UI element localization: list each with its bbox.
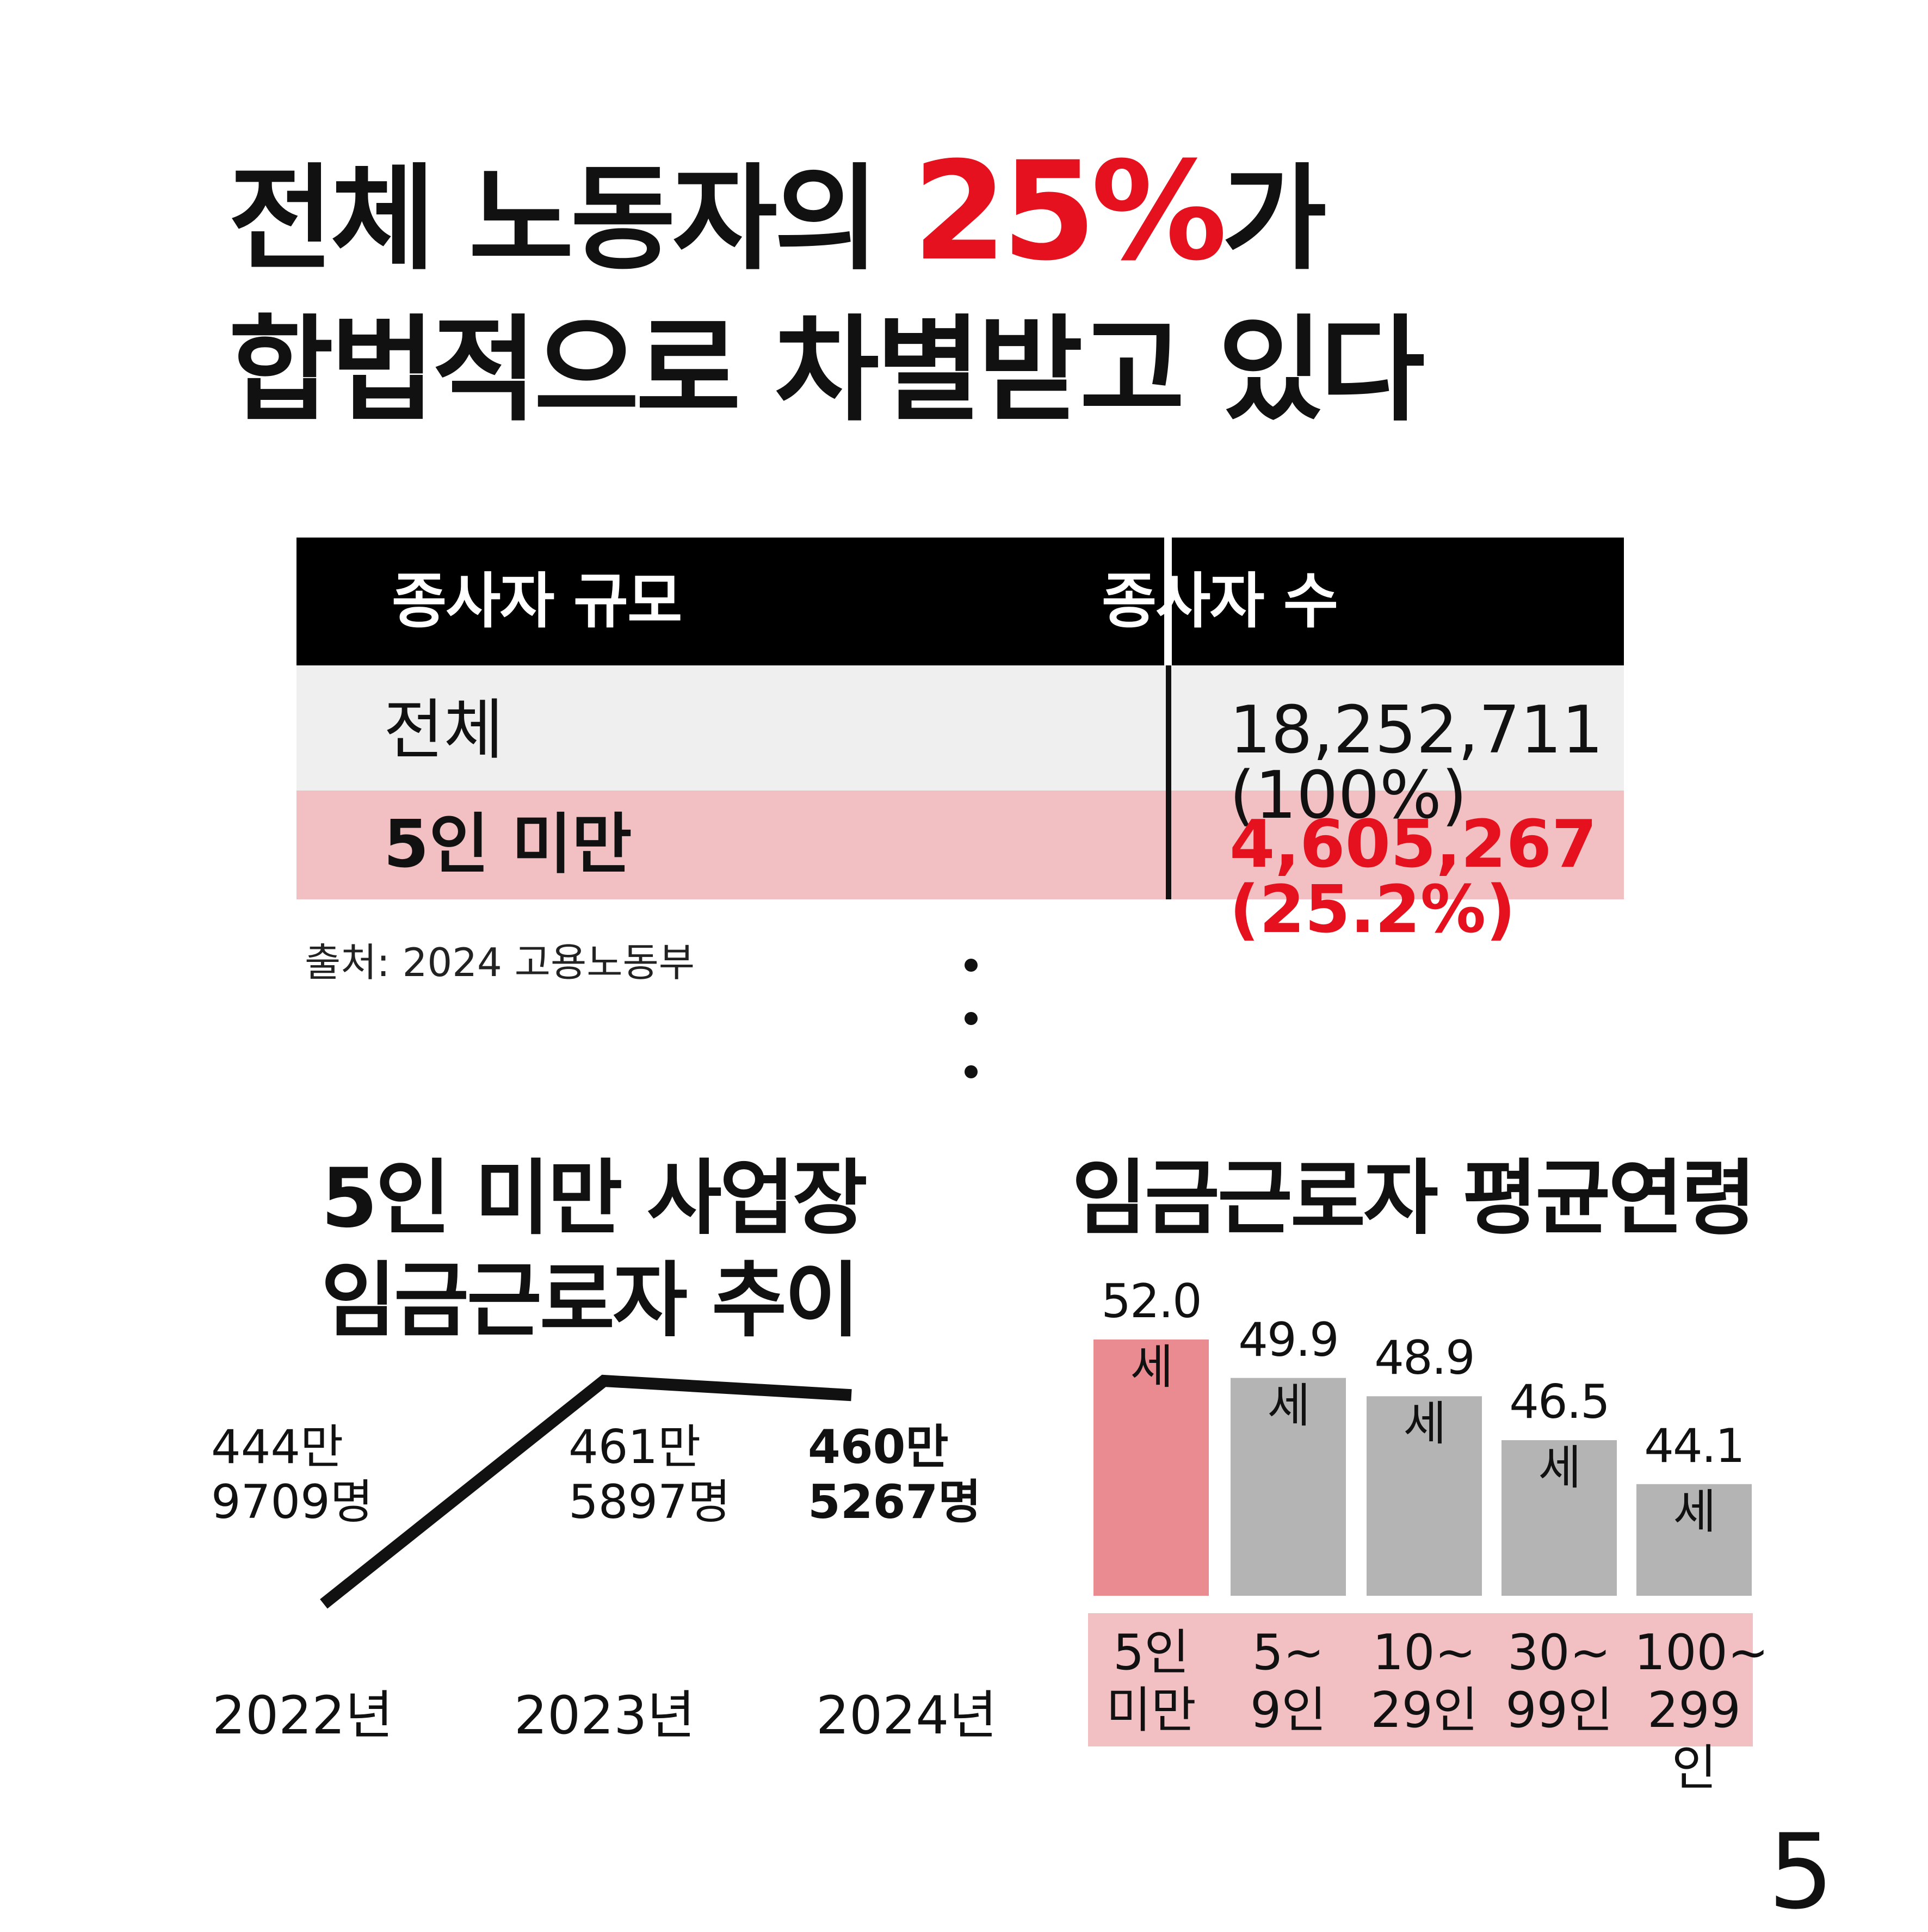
bar-chart-category-label: 10~ 29인 bbox=[1364, 1624, 1484, 1739]
table-header-count: 종사자 수 bbox=[1102, 566, 1338, 636]
table-body-divider bbox=[1166, 665, 1171, 899]
table-cell-count: 18,252,711 (100%) bbox=[1229, 693, 1604, 834]
line-chart-series bbox=[320, 1374, 852, 1609]
bar-chart-category-band bbox=[1088, 1613, 1753, 1746]
value-label-line1: 460만 bbox=[808, 1420, 949, 1474]
category-label-line2: 미만 bbox=[1106, 1682, 1196, 1739]
bar-chart-title: 임금근로자 평균연령 bbox=[1072, 1151, 1756, 1246]
bar-chart-value-label: 52.0세 bbox=[1101, 1274, 1202, 1394]
category-label-line2: 99인 bbox=[1505, 1682, 1613, 1739]
separator-dot bbox=[965, 959, 978, 972]
line-chart-x-tick: 2024년 bbox=[816, 1685, 997, 1746]
line-chart-title-line2: 임금근로자 추이 bbox=[321, 1253, 860, 1348]
headline-line2: 합법적으로 차별받고 있다 bbox=[228, 303, 1425, 437]
separator-dot bbox=[965, 1065, 978, 1078]
value-label-line1: 444만 bbox=[211, 1420, 344, 1474]
line-chart-title-line1: 5인 미만 사업장 bbox=[321, 1151, 868, 1246]
value-label-line2: 5267명 bbox=[808, 1475, 981, 1530]
bar-chart-value-label: 44.1세 bbox=[1644, 1418, 1745, 1539]
separator-dot bbox=[965, 1012, 978, 1025]
headline-highlight: 25% bbox=[912, 132, 1227, 291]
value-label-line2: 5897명 bbox=[568, 1475, 731, 1530]
employment-table: 종사자 규모 종사자 수 전체 18,252,711 (100%) 5인 미만 … bbox=[296, 538, 1624, 943]
table-row-highlight bbox=[296, 791, 1624, 899]
bar-chart-bar bbox=[1501, 1440, 1617, 1596]
table-header bbox=[296, 538, 1624, 665]
category-label-line1: 30~ bbox=[1507, 1624, 1611, 1681]
headline-line1: 전체 노동자의 25%가 bbox=[228, 125, 1861, 298]
bar-chart-value-label: 49.9세 bbox=[1238, 1312, 1339, 1433]
table-cell-count: 4,605,267 (25.2%) bbox=[1229, 807, 1597, 948]
bar-chart-bar bbox=[1093, 1340, 1209, 1596]
headline: 전체 노동자의 25%가 합법적으로 차별받고 있다 bbox=[228, 125, 1861, 443]
bar-chart-bar bbox=[1636, 1484, 1752, 1596]
table-header-size: 종사자 규모 bbox=[392, 566, 682, 636]
bar-chart-category-label: 30~ 99인 bbox=[1499, 1624, 1619, 1739]
bar-chart-value-label: 48.9세 bbox=[1374, 1331, 1475, 1452]
category-label-line1: 5인 bbox=[1113, 1624, 1190, 1681]
line-chart-value-label: 461만 5897명 bbox=[568, 1420, 731, 1530]
table-header-divider bbox=[1164, 538, 1172, 665]
bar-chart-category-label: 5~ 9인 bbox=[1228, 1624, 1348, 1739]
page-number: 5 bbox=[1768, 1812, 1834, 1932]
bar-chart-value-label: 46.5세 bbox=[1509, 1375, 1610, 1496]
line-chart-value-label: 444만 9709명 bbox=[211, 1420, 373, 1530]
table-row bbox=[296, 665, 1624, 791]
headline-line1-prefix: 전체 노동자의 bbox=[228, 152, 913, 286]
bar-chart-category-label: 100~ 299인 bbox=[1634, 1624, 1769, 1798]
bar-chart-category-label: 5인 미만 bbox=[1091, 1624, 1211, 1739]
category-label-line2: 9인 bbox=[1250, 1682, 1327, 1739]
line-chart-value-label: 460만 5267명 bbox=[808, 1420, 981, 1530]
value-label-line2: 9709명 bbox=[211, 1475, 373, 1530]
table-cell-size: 전체 bbox=[384, 693, 504, 768]
source-note: 출처: 2024 고용노동부 bbox=[305, 940, 695, 985]
line-chart-x-tick: 2023년 bbox=[514, 1685, 695, 1746]
line-chart-title: 5인 미만 사업장 임금근로자 추이 bbox=[321, 1148, 919, 1352]
headline-line1-suffix: 가 bbox=[1221, 152, 1327, 286]
category-label-line1: 10~ bbox=[1373, 1624, 1476, 1681]
line-chart-x-tick: 2022년 bbox=[212, 1685, 393, 1746]
value-label-line1: 461만 bbox=[568, 1420, 701, 1474]
bar-chart-bar bbox=[1367, 1396, 1482, 1596]
category-label-line1: 100~ bbox=[1634, 1624, 1769, 1681]
category-label-line2: 29인 bbox=[1370, 1682, 1478, 1739]
category-label-line2: 299인 bbox=[1647, 1682, 1741, 1797]
table-cell-size: 5인 미만 bbox=[384, 807, 632, 882]
category-label-line1: 5~ bbox=[1252, 1624, 1325, 1681]
bar-chart-bar bbox=[1231, 1378, 1346, 1596]
